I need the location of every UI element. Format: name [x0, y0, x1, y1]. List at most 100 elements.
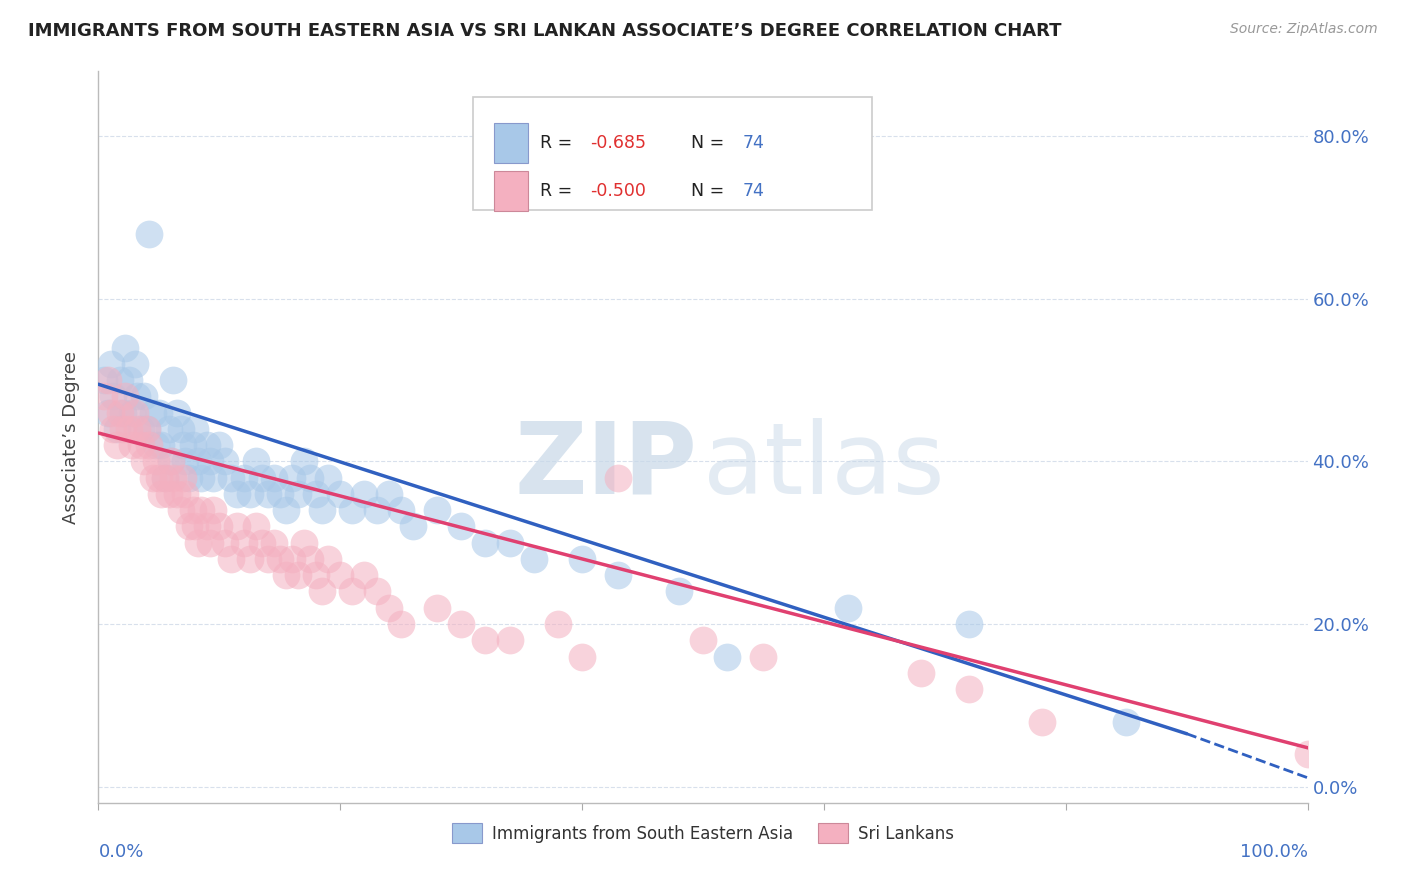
Point: [121, 438, 143, 452]
Point: [166, 406, 188, 420]
Point: [97, 373, 120, 387]
Point: [93, 373, 115, 387]
Point: [329, 568, 352, 582]
Point: [957, 617, 980, 632]
Point: [148, 406, 170, 420]
Point: [142, 406, 165, 420]
Text: ZIP: ZIP: [515, 417, 697, 515]
Point: [127, 389, 149, 403]
Point: [226, 519, 249, 533]
Point: [752, 649, 775, 664]
Point: [145, 454, 167, 468]
Point: [114, 341, 136, 355]
Point: [202, 471, 225, 485]
Point: [274, 503, 297, 517]
Point: [195, 519, 218, 533]
Point: [129, 422, 152, 436]
Point: [138, 438, 160, 452]
Point: [195, 438, 218, 452]
Point: [134, 454, 156, 468]
Point: [169, 422, 191, 436]
Point: [239, 487, 262, 501]
Point: [198, 535, 221, 549]
Text: N =: N =: [690, 182, 730, 200]
Point: [269, 487, 291, 501]
Point: [202, 503, 225, 517]
Point: [179, 471, 201, 485]
Point: [377, 487, 399, 501]
Text: -0.500: -0.500: [591, 182, 647, 200]
Point: [135, 422, 157, 436]
Point: [316, 471, 339, 485]
Point: [111, 422, 134, 436]
Point: [450, 617, 472, 632]
Point: [129, 438, 152, 452]
Point: [366, 503, 388, 517]
Point: [162, 471, 184, 485]
Point: [198, 454, 221, 468]
Bar: [494, 123, 527, 163]
Point: [142, 471, 165, 485]
Text: N =: N =: [690, 134, 730, 152]
Point: [571, 552, 593, 566]
Point: [305, 487, 328, 501]
Point: [305, 568, 328, 582]
Point: [292, 454, 315, 468]
Point: [299, 552, 322, 566]
Point: [118, 373, 141, 387]
Point: [523, 552, 546, 566]
Point: [256, 487, 278, 501]
Point: [250, 535, 273, 549]
Text: R =: R =: [540, 182, 578, 200]
Point: [287, 568, 309, 582]
Point: [299, 471, 322, 485]
Point: [389, 617, 412, 632]
Text: 100.0%: 100.0%: [1240, 843, 1308, 861]
Point: [148, 471, 170, 485]
Point: [150, 438, 173, 452]
Point: [1031, 714, 1053, 729]
Point: [311, 503, 333, 517]
Point: [153, 471, 176, 485]
Point: [607, 471, 630, 485]
Text: Source: ZipAtlas.com: Source: ZipAtlas.com: [1230, 22, 1378, 37]
Point: [134, 389, 156, 403]
Point: [571, 649, 593, 664]
Point: [274, 568, 297, 582]
Point: [910, 665, 932, 680]
Point: [105, 438, 128, 452]
Point: [184, 422, 207, 436]
Point: [239, 552, 262, 566]
Point: [150, 487, 173, 501]
Point: [316, 552, 339, 566]
Point: [179, 519, 201, 533]
Point: [474, 535, 496, 549]
Legend: Immigrants from South Eastern Asia, Sri Lankans: Immigrants from South Eastern Asia, Sri …: [446, 817, 960, 849]
Point: [101, 389, 124, 403]
Point: [160, 454, 183, 468]
Point: [547, 617, 569, 632]
Point: [190, 503, 212, 517]
Point: [256, 552, 278, 566]
Point: [214, 454, 236, 468]
Point: [93, 389, 115, 403]
Point: [208, 438, 231, 452]
Point: [124, 357, 146, 371]
Bar: [494, 170, 527, 211]
Y-axis label: Associate’s Degree: Associate’s Degree: [62, 351, 80, 524]
Point: [342, 584, 364, 599]
Point: [181, 438, 204, 452]
Point: [668, 584, 690, 599]
Point: [250, 471, 273, 485]
Point: [162, 373, 184, 387]
Point: [108, 406, 131, 420]
Point: [389, 503, 412, 517]
Point: [153, 471, 176, 485]
Point: [100, 357, 122, 371]
Point: [118, 422, 141, 436]
Point: [135, 422, 157, 436]
Point: [245, 454, 267, 468]
Point: [1296, 747, 1319, 761]
Point: [269, 552, 291, 566]
Point: [232, 471, 254, 485]
